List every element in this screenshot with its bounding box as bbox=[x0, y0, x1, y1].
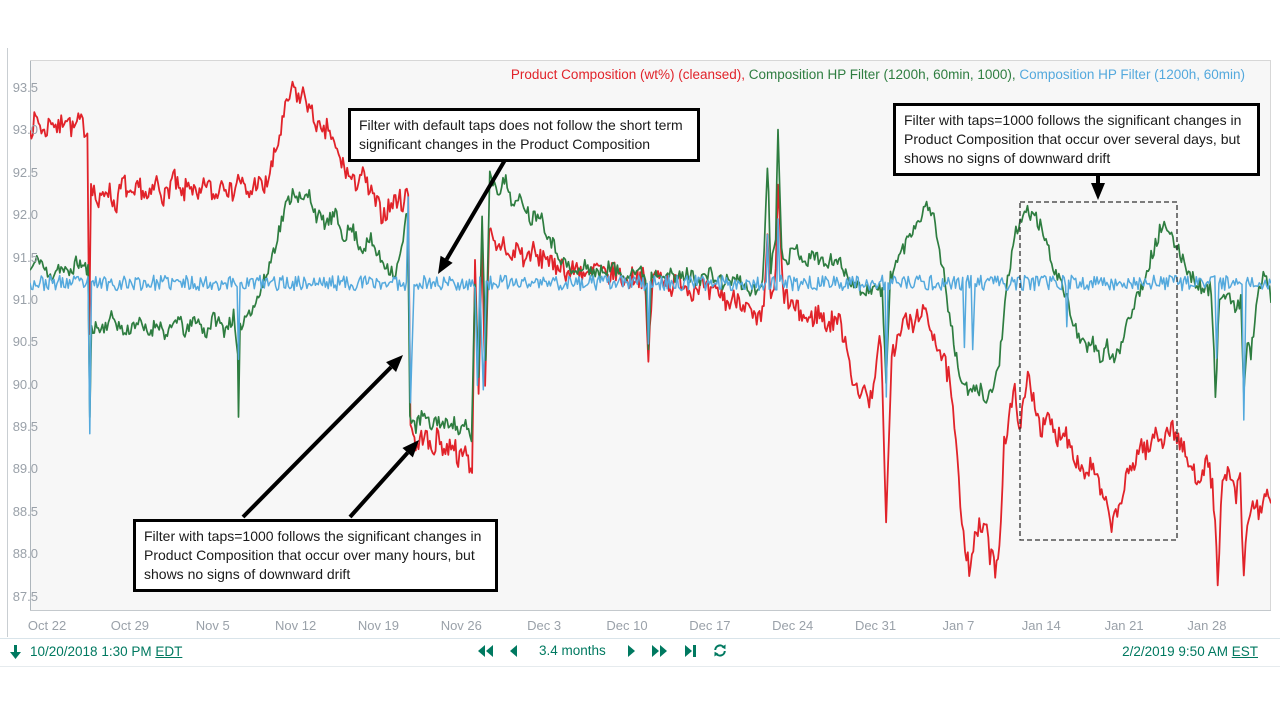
annotation-taps1000-days: Filter with taps=1000 follows the signif… bbox=[893, 103, 1260, 176]
refresh-icon bbox=[713, 644, 726, 657]
x-tick-label: Nov 26 bbox=[440, 618, 482, 633]
x-tick-label: Nov 12 bbox=[274, 618, 317, 633]
series-line-composition-hp-filter-1200h-60min bbox=[30, 196, 1271, 435]
y-tick-label: 88.5 bbox=[12, 503, 38, 519]
y-tick-label: 91.5 bbox=[12, 249, 38, 265]
y-tick-label: 93.5 bbox=[12, 79, 38, 95]
y-tick-label: 90.0 bbox=[12, 376, 38, 392]
y-tick-label: 90.5 bbox=[12, 334, 38, 350]
time-range-toolbar: 10/20/2018 1:30 PM EDT 3.4 months bbox=[0, 638, 1280, 667]
double-right-arrow-icon bbox=[651, 644, 667, 657]
annotation-arrow-head-1 bbox=[438, 255, 453, 274]
legend-item[interactable]: Composition HP Filter (1200h, 60min) bbox=[1019, 67, 1245, 82]
step-forward-button[interactable] bbox=[651, 644, 669, 658]
left-arrow-icon bbox=[510, 644, 517, 657]
annotation-arrow-shaft-2 bbox=[241, 365, 393, 519]
x-tick-label: Nov 5 bbox=[195, 618, 230, 633]
x-tick-label: Jan 7 bbox=[942, 618, 975, 633]
go-to-now-button[interactable] bbox=[684, 644, 697, 658]
annotation-arrow-head-2 bbox=[386, 355, 403, 373]
x-tick-label: Jan 14 bbox=[1021, 618, 1061, 633]
x-tick-label: Dec 17 bbox=[689, 618, 731, 633]
start-timezone[interactable]: EDT bbox=[155, 644, 183, 659]
x-tick-label: Oct 29 bbox=[110, 618, 150, 633]
annotation-arrow-shaft-1 bbox=[444, 158, 507, 261]
annotation-default-taps: Filter with default taps does not follow… bbox=[348, 108, 700, 162]
y-tick-label: 93.0 bbox=[12, 122, 38, 138]
end-timestamp: 2/2/2019 9:50 AM EST bbox=[1122, 644, 1258, 659]
y-tick-label: 91.0 bbox=[12, 291, 38, 307]
auto-update-button[interactable] bbox=[712, 643, 728, 658]
y-tick-label: 87.5 bbox=[12, 588, 38, 604]
x-tick-label: Dec 3 bbox=[527, 618, 562, 633]
legend-item[interactable]: Product Composition (wt%) (cleansed), bbox=[510, 67, 749, 82]
double-left-arrow-icon bbox=[478, 644, 493, 657]
y-tick-label: 92.0 bbox=[12, 207, 38, 223]
legend-item[interactable]: Composition HP Filter (1200h, 60min, 100… bbox=[748, 67, 1020, 82]
y-tick-label: 88.0 bbox=[12, 546, 38, 562]
chart-legend: Product Composition (wt%) (cleansed), Co… bbox=[511, 67, 1245, 82]
end-timezone[interactable]: EST bbox=[1231, 644, 1258, 659]
y-tick-label: 92.5 bbox=[12, 164, 38, 180]
pan-left-button[interactable] bbox=[509, 644, 518, 658]
annotation-arrow-head-4 bbox=[1091, 183, 1105, 200]
pan-down-arrow-icon bbox=[10, 645, 21, 659]
x-tick-label: Jan 28 bbox=[1187, 618, 1227, 633]
x-tick-label: Jan 21 bbox=[1104, 618, 1144, 633]
display-range-end[interactable]: 2/2/2019 9:50 AM EST bbox=[1122, 644, 1258, 659]
step-back-button[interactable] bbox=[476, 644, 494, 658]
start-timestamp: 10/20/2018 1:30 PM EDT bbox=[30, 644, 183, 659]
x-tick-label: Oct 22 bbox=[27, 618, 67, 633]
annotation-taps1000-hours: Filter with taps=1000 follows the signif… bbox=[133, 519, 498, 592]
display-range-start[interactable]: 10/20/2018 1:30 PM EDT bbox=[8, 643, 182, 660]
right-arrow-icon bbox=[627, 644, 635, 657]
annotation-arrow-head-3 bbox=[402, 440, 419, 458]
x-tick-label: Dec 10 bbox=[606, 618, 648, 633]
skip-to-end-icon bbox=[684, 644, 696, 657]
annotation-arrow-shaft-3 bbox=[348, 451, 410, 519]
y-tick-label: 89.0 bbox=[12, 461, 38, 477]
region-of-interest-dashed-rect bbox=[1019, 201, 1178, 541]
x-tick-label: Dec 31 bbox=[854, 618, 897, 633]
x-tick-label: Nov 19 bbox=[357, 618, 400, 633]
pan-right-button[interactable] bbox=[627, 644, 636, 658]
y-tick-label: 89.5 bbox=[12, 419, 38, 435]
x-tick-label: Dec 24 bbox=[772, 618, 814, 633]
duration-label[interactable]: 3.4 months bbox=[539, 643, 606, 658]
time-navigation-controls: 3.4 months bbox=[476, 643, 728, 658]
